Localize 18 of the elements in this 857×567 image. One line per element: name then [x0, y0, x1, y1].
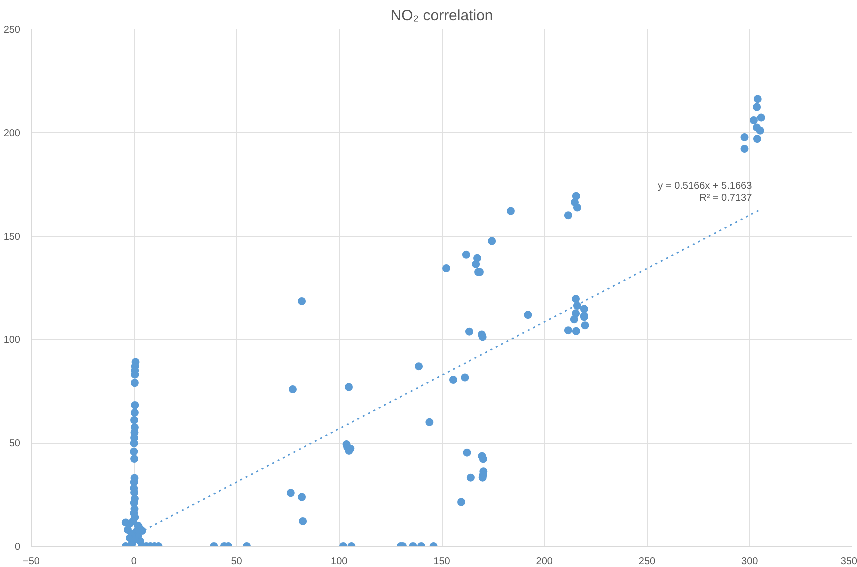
- annotation: y = 0.5166x + 5.1663: [658, 181, 753, 192]
- y-tick-label: 100: [4, 335, 21, 346]
- y-tick-label: 150: [4, 232, 21, 243]
- y-tick-label: 200: [4, 128, 21, 140]
- y-tick-label: 50: [9, 438, 21, 450]
- x-tick-label: 150: [434, 556, 451, 567]
- x-tick-label: 250: [638, 556, 656, 567]
- x-tick-label: 100: [331, 556, 348, 567]
- x-tick-label: 0: [131, 556, 138, 567]
- y-tick-label: 250: [4, 25, 21, 36]
- x-tick-label: 300: [742, 556, 759, 567]
- annotation: R² = 0.7137: [700, 193, 753, 204]
- chart-title: NO₂ correlation: [390, 8, 494, 24]
- y-tick-label: 0: [14, 542, 21, 553]
- x-tick-label: −50: [23, 556, 40, 567]
- x-tick-label: 50: [231, 556, 243, 567]
- x-tick-label: 200: [536, 556, 554, 567]
- x-tick-label: 350: [840, 556, 857, 567]
